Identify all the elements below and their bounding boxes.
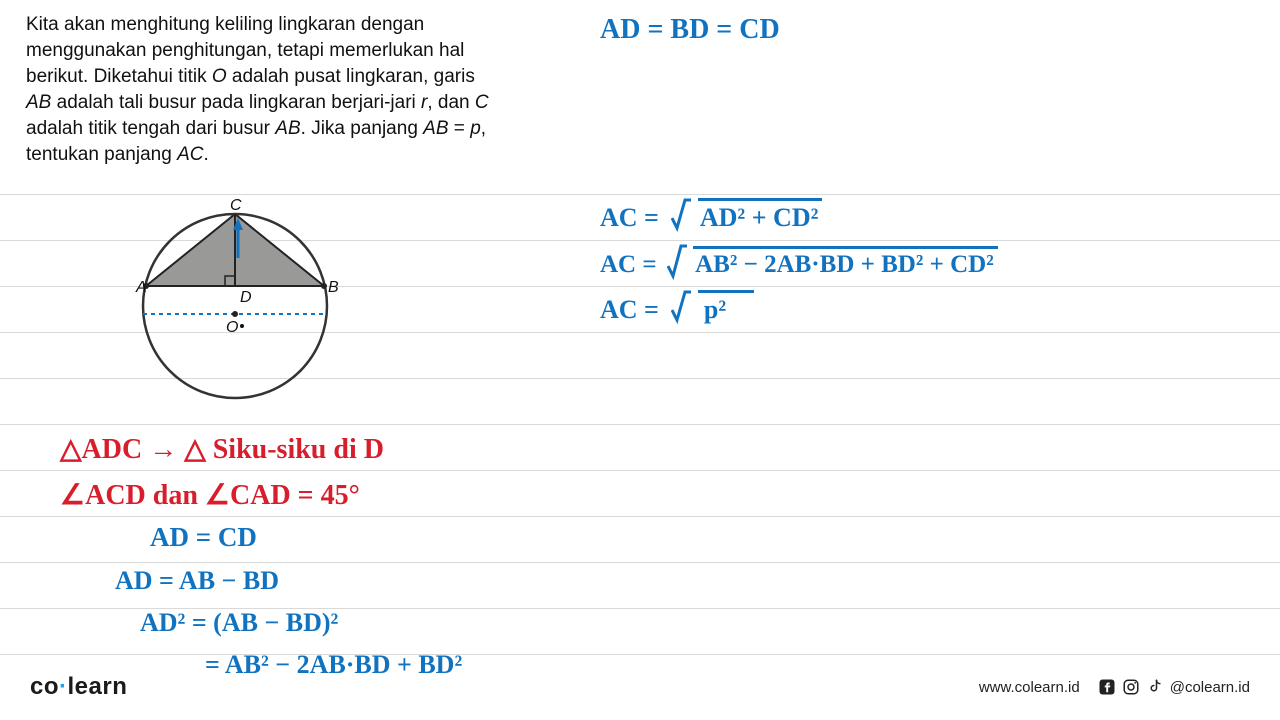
- hw-ac-eq3-radicand: p²: [698, 290, 754, 324]
- social-icons: @colearn.id: [1098, 678, 1250, 696]
- hw-ac-eq2-radicand: AB² − 2AB·BD + BD² + CD²: [693, 246, 998, 278]
- footer-url: www.colearn.id: [979, 679, 1080, 696]
- problem-statement: Kita akan menghitung keliling lingkaran …: [26, 12, 496, 168]
- colearn-logo: co·learn: [30, 673, 127, 701]
- circle-diagram: A B C D O: [130, 196, 340, 396]
- hw-ac-eq2-left: AC =: [600, 251, 657, 278]
- hw-angle-note: ∠ACD dan ∠CAD = 45°: [60, 478, 360, 512]
- instagram-icon: [1122, 678, 1140, 696]
- hw-ac-eq1-radicand: AD² + CD²: [698, 198, 823, 232]
- svg-text:O: O: [226, 319, 238, 336]
- tiktok-icon: [1146, 678, 1164, 696]
- hw-triangle-note: △ADC → △ Siku-siku di D: [60, 432, 384, 466]
- hw-ac-eq1-left: AC =: [600, 203, 659, 232]
- hw-eq-ad-bd-cd: AD = BD = CD: [600, 14, 780, 46]
- logo-dot: ·: [59, 673, 68, 700]
- svg-text:B: B: [328, 279, 339, 296]
- svg-text:D: D: [240, 289, 252, 306]
- footer-handle: @colearn.id: [1170, 679, 1250, 696]
- facebook-icon: [1098, 678, 1116, 696]
- footer: co·learn www.colearn.id @colearn.id: [0, 672, 1280, 702]
- hw-ac-eq3-left: AC =: [600, 295, 659, 324]
- hw-ad-ab-bd: AD = AB − BD: [115, 566, 279, 596]
- hw-ad2: AD² = (AB − BD)²: [140, 608, 338, 638]
- hw-ac-eq3: AC = p²: [600, 290, 754, 325]
- logo-learn: learn: [68, 673, 128, 700]
- hw-ad-cd: AD = CD: [150, 522, 257, 553]
- logo-co: co: [30, 673, 59, 700]
- svg-text:A: A: [135, 279, 147, 296]
- hw-ac-eq2: AC = AB² − 2AB·BD + BD² + CD²: [600, 244, 998, 280]
- hw-ac-eq1: AC = AD² + CD²: [600, 198, 822, 233]
- svg-text:C: C: [230, 197, 242, 214]
